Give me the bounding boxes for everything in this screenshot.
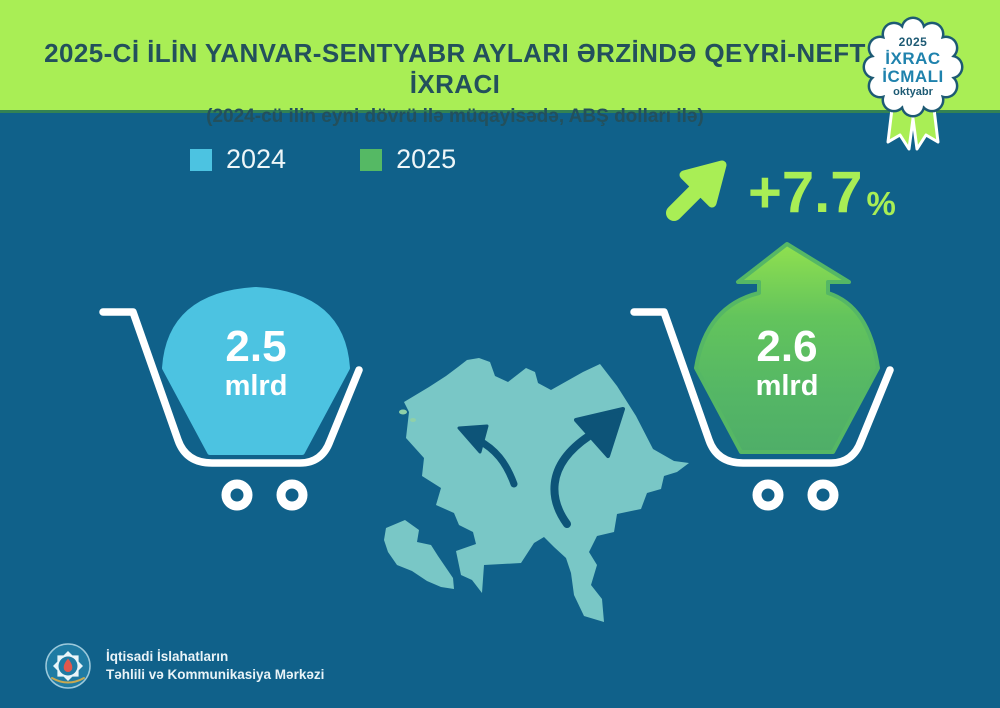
cart-2025-blob-with-up-arrow [694,242,880,454]
growth-value: +7.7 [748,160,863,225]
footer: İqtisadi İslahatların Təhlili və Kommuni… [44,642,324,690]
badge-year: 2025 [898,35,928,49]
org-name-line2: Təhlili və Kommunikasiya Mərkəzi [106,667,325,682]
value-2025-amount: 2.6 [756,322,818,371]
nakhchivan-region [384,520,454,589]
azerbaijan-map [384,358,689,622]
cart-2025-outline [630,308,894,467]
cart-2024-outline [99,308,363,467]
legend-item-2024: 2024 [190,144,286,175]
organization-emblem-icon [45,643,91,689]
badge-seal-icon [862,16,964,151]
page-title: 2025-Cİ İLİN YANVAR-SENTYABR AYLARI ƏRZİ… [44,38,866,99]
legend-swatch-2024 [190,148,212,171]
export-arrows-icon [457,407,625,528]
value-2025: 2.6 mlrd [707,325,867,404]
legend: 2024 2025 [190,144,456,175]
cart-2024 [99,287,363,511]
legend-label-2025: 2025 [396,144,457,174]
cart-2024-wheel [221,479,253,511]
cart-2025-wheel [807,479,839,511]
cart-2025 [630,242,894,511]
legend-item-2025: 2025 [360,144,456,175]
value-2025-unit: mlrd [755,370,819,402]
growth-arrow-spacer [662,150,734,222]
badge-title-line2: İCMALI [882,67,944,86]
badge-month: oktyabr [893,86,933,98]
legend-label-2024: 2024 [226,144,287,174]
page-subtitle: (2024-cü ilin eyni dövrü ilə müqayisədə,… [206,106,704,127]
growth-indicator: +7.7 % [662,150,896,222]
cart-2024-wheel [276,479,308,511]
value-2024-amount: 2.5 [225,322,287,371]
header-band: 2025-Cİ İLİN YANVAR-SENTYABR AYLARI ƏRZİ… [0,0,1000,127]
growth-arrow-icon [666,160,727,221]
legend-swatch-2025 [360,148,383,171]
badge-title-line1: İXRAC [885,49,941,68]
value-2024: 2.5 mlrd [176,325,336,404]
org-name-line1: İqtisadi İslahatların [106,648,229,664]
report-badge: 2025 İXRAC İCMALI oktyabr [856,14,970,164]
value-2024-unit: mlrd [224,370,288,402]
cart-2024-blob [162,287,350,455]
cart-2025-wheel [752,479,784,511]
growth-unit: % [866,185,896,222]
